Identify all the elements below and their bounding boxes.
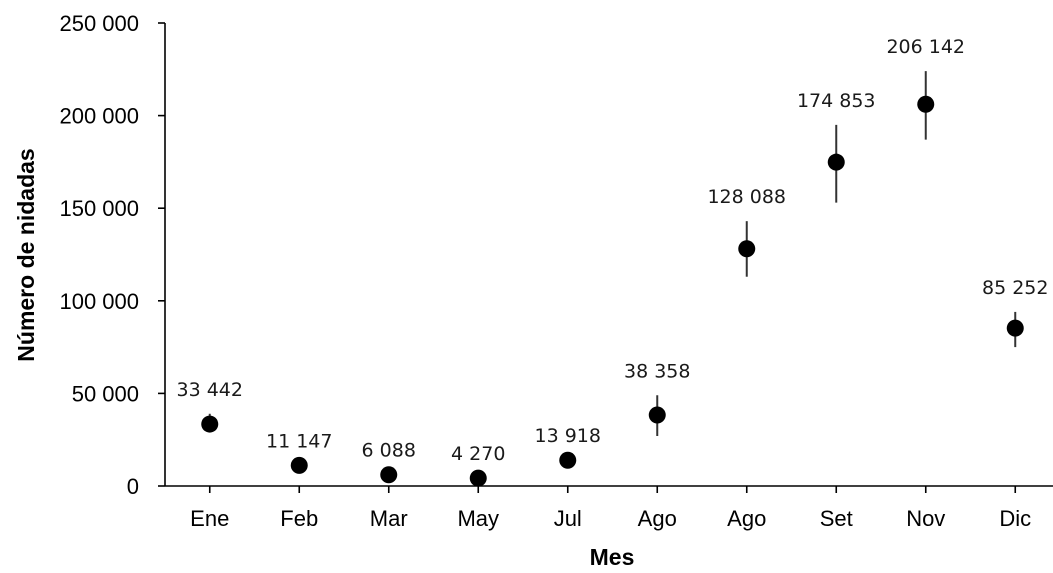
data-label: 11 147 — [266, 430, 332, 452]
x-tick-label: Nov — [906, 506, 945, 531]
y-tick-label: 250 000 — [59, 11, 139, 36]
x-tick-label: Ene — [190, 506, 229, 531]
y-tick-label: 50 000 — [72, 381, 139, 406]
y-tick-label: 0 — [127, 474, 139, 499]
data-point — [559, 451, 577, 469]
data-point — [201, 415, 219, 433]
x-tick-label: Jul — [554, 506, 582, 531]
data-point — [469, 469, 487, 487]
data-label: 38 358 — [624, 360, 690, 382]
data-label: 206 142 — [886, 36, 965, 58]
y-tick-label: 150 000 — [59, 196, 139, 221]
data-point — [648, 406, 666, 424]
data-point — [827, 153, 845, 171]
x-axis-ticks: Ene Feb Mar May Jul Ago Ago Set Nov Dic — [190, 486, 1031, 531]
x-tick-label: Ago — [727, 506, 766, 531]
x-tick-label: Dic — [999, 506, 1031, 531]
data-label: 33 442 — [177, 379, 243, 401]
data-point — [290, 456, 308, 474]
y-axis-title: Número de nidadas — [13, 148, 39, 361]
data-point — [917, 95, 935, 113]
data-label: 128 088 — [707, 186, 786, 208]
data-label: 4 270 — [451, 443, 505, 465]
y-tick-label: 200 000 — [59, 104, 139, 129]
x-tick-label: Ago — [638, 506, 677, 531]
data-label: 6 088 — [362, 440, 416, 462]
data-label: 174 853 — [797, 90, 876, 112]
y-axis-ticks: 0 50 000 100 000 150 000 200 000 250 000 — [59, 11, 165, 499]
data-label: 85 252 — [982, 277, 1048, 299]
data-points — [201, 95, 1024, 487]
data-point — [380, 466, 398, 484]
y-tick-label: 100 000 — [59, 289, 139, 314]
x-tick-label: Set — [820, 506, 853, 531]
data-label: 13 918 — [535, 425, 601, 447]
x-tick-label: May — [457, 506, 499, 531]
x-tick-label: Feb — [280, 506, 318, 531]
error-bars — [208, 71, 1017, 436]
x-axis-title: Mes — [590, 544, 635, 570]
x-tick-label: Mar — [370, 506, 408, 531]
data-point — [1006, 319, 1024, 337]
data-labels: 33 442 11 147 6 088 4 270 13 918 38 358 128 08… — [177, 36, 1049, 465]
data-point — [738, 240, 756, 258]
